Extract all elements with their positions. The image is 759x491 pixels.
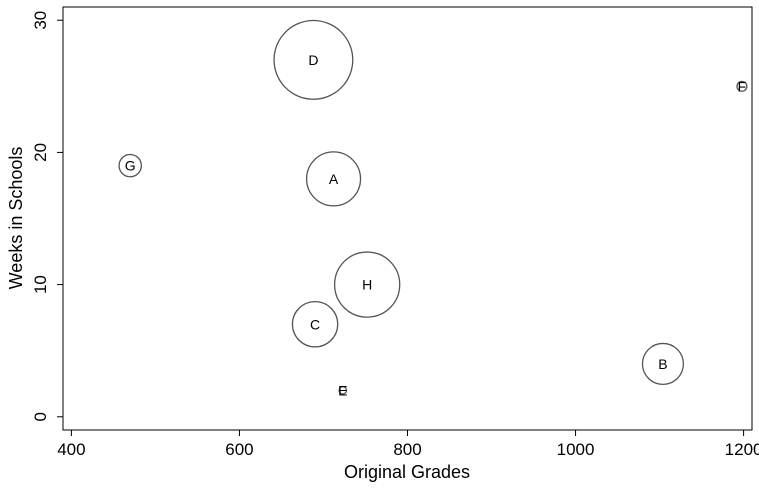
bubble-a: A xyxy=(305,151,362,207)
bubble-c: C xyxy=(291,300,339,348)
bubble-label: F xyxy=(738,78,747,94)
x-axis-label: Original Grades xyxy=(344,462,470,482)
bubble-d: D xyxy=(273,19,354,100)
x-tick-label: 1000 xyxy=(557,440,595,459)
bubble-circle xyxy=(641,342,685,386)
bubble-label: D xyxy=(308,52,318,68)
x-tick-label: 600 xyxy=(225,440,253,459)
bubble-label: E xyxy=(338,382,347,398)
bubble-h: H xyxy=(333,251,401,318)
bubble-circle xyxy=(338,385,348,395)
y-tick-label: 0 xyxy=(31,412,50,421)
bubble-e: E xyxy=(338,382,347,398)
y-tick-label: 30 xyxy=(31,11,50,30)
bubble-b: B xyxy=(641,342,685,386)
axis-ticks: 400 600 800 1000 1200 0 10 20 30 xyxy=(31,11,759,459)
y-tick-label: 10 xyxy=(31,275,50,294)
bubble-g: G xyxy=(118,153,143,178)
bubble-circle xyxy=(291,300,339,348)
bubble-f: F xyxy=(736,78,748,94)
bubbles: A B C D E F G H xyxy=(118,19,748,398)
bubble-circle xyxy=(305,151,362,207)
bubble-label: B xyxy=(658,356,667,372)
bubble-circle xyxy=(736,80,748,92)
bubble-label: C xyxy=(310,316,320,332)
bubble-label: G xyxy=(125,158,136,174)
bubble-label: H xyxy=(362,277,372,293)
bubble-circle xyxy=(273,19,354,100)
plot-frame xyxy=(62,6,753,431)
bubble-circle xyxy=(333,251,401,318)
x-tick-label: 400 xyxy=(57,440,85,459)
bubble-label: A xyxy=(329,171,339,187)
y-tick-label: 20 xyxy=(31,143,50,162)
bubble-circle xyxy=(118,153,143,178)
y-axis-label: Weeks in Schools xyxy=(6,147,26,290)
x-tick-label: 800 xyxy=(393,440,421,459)
x-tick-label: 1200 xyxy=(725,440,759,459)
